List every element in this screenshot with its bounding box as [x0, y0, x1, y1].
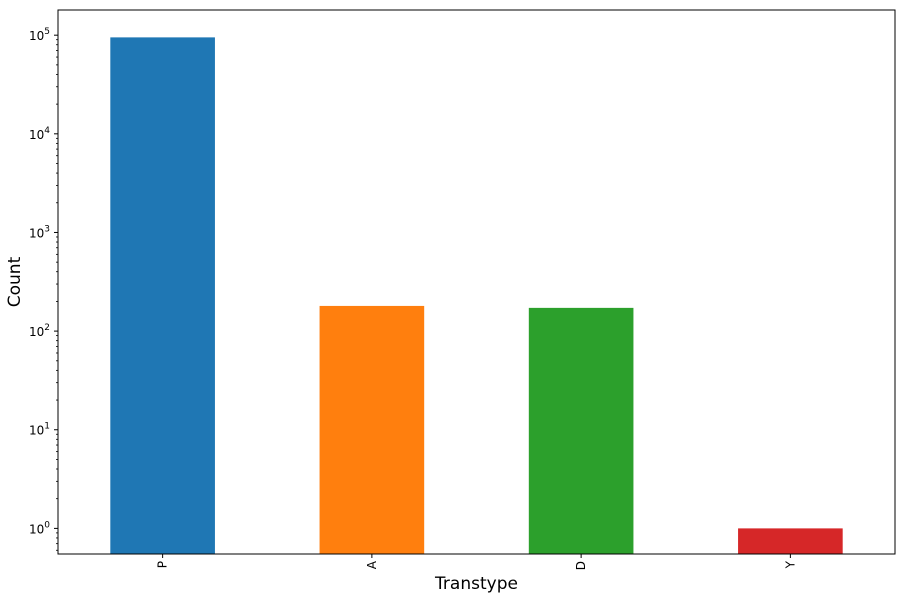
y-tick-label: 102: [29, 323, 50, 339]
x-tick-label: D: [574, 561, 588, 570]
bar-A: [319, 305, 425, 554]
x-axis-label: Transtype: [434, 574, 518, 594]
y-tick-label: 103: [29, 224, 50, 240]
y-axis-ticks: 100 101 102 103 104 105: [29, 27, 58, 551]
bars-group: [110, 37, 843, 555]
y-tick-label: 100: [29, 520, 50, 536]
plot-frame: [57, 9, 896, 555]
y-axis-label: Count: [5, 256, 25, 307]
x-tick-label: A: [365, 560, 379, 569]
x-tick-label: P: [156, 561, 170, 568]
y-tick-label: 105: [29, 27, 50, 43]
bar-Y: [738, 528, 843, 554]
bar-D: [528, 307, 634, 554]
x-tick-label: Y: [783, 560, 797, 569]
y-tick-label: 101: [29, 422, 50, 438]
bar-P: [110, 37, 215, 555]
y-tick-label: 104: [29, 126, 50, 142]
